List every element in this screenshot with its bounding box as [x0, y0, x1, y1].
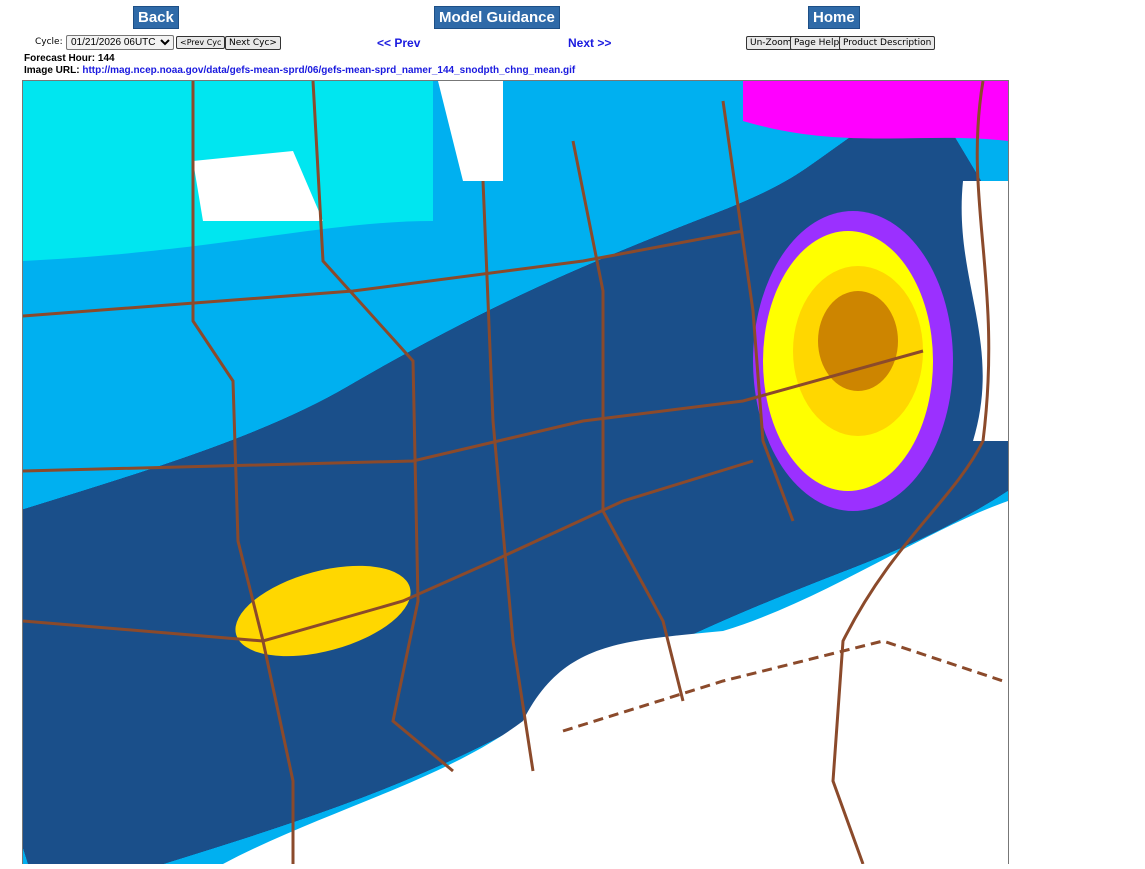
next-cycle-button[interactable]: Next Cyc> [225, 36, 281, 50]
image-url-link[interactable]: http://mag.ncep.noaa.gov/data/gefs-mean-… [82, 65, 576, 76]
cycle-select[interactable]: 01/21/2026 06UTC [66, 35, 174, 50]
forecast-hour: Forecast Hour: 144 [24, 53, 115, 64]
lake-michigan [438, 81, 503, 181]
back-button[interactable]: Back [133, 6, 179, 29]
unzoom-button[interactable]: Un-Zoom [746, 36, 796, 50]
cycle-label: Cycle: [35, 37, 63, 47]
state-boundaries [23, 81, 1004, 864]
prev-cycle-button[interactable]: <Prev Cyc [176, 36, 226, 49]
atlantic [961, 181, 1008, 441]
model-guidance-button[interactable]: Model Guidance [434, 6, 560, 29]
forecast-hour-value: 144 [97, 53, 115, 64]
product-description-button[interactable]: Product Description [839, 36, 936, 50]
snow-depth-map[interactable] [22, 80, 1009, 864]
ne-orange [818, 291, 898, 391]
white-patch [193, 151, 323, 221]
white-south [223, 501, 1008, 864]
south-gold [235, 565, 411, 657]
prev-link[interactable]: << Prev [377, 36, 421, 50]
map-image [23, 81, 1008, 864]
image-url: Image URL: http://mag.ncep.noaa.gov/data… [24, 65, 575, 76]
next-link[interactable]: Next >> [568, 36, 612, 50]
ne-magenta [743, 81, 1008, 141]
home-button[interactable]: Home [808, 6, 860, 29]
page-help-button[interactable]: Page Help [790, 36, 844, 50]
forecast-hour-label: Forecast Hour: [24, 53, 96, 64]
image-url-label: Image URL: [24, 65, 80, 76]
